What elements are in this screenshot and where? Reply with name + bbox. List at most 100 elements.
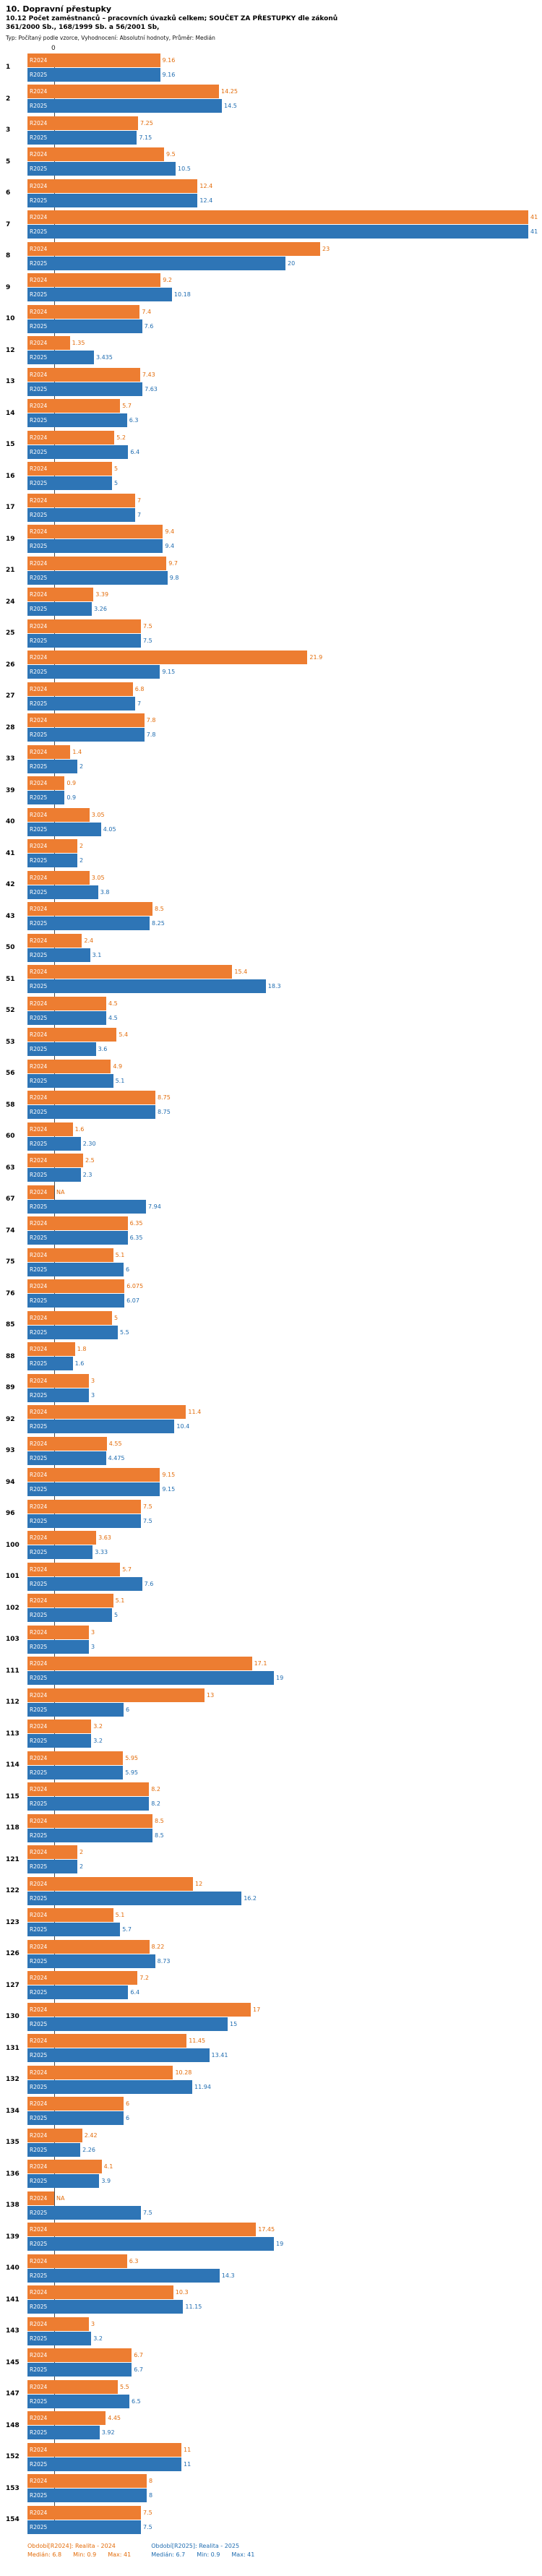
bar-r2025[interactable]	[54, 2048, 210, 2063]
bar-r2024[interactable]	[54, 2128, 82, 2142]
bar-r2024[interactable]	[54, 2254, 127, 2268]
bar-r2024[interactable]	[54, 2034, 187, 2048]
bar-r2025[interactable]	[54, 2079, 193, 2094]
bar-r2025[interactable]	[54, 2142, 81, 2157]
bar-r2025[interactable]	[54, 2520, 141, 2534]
bar-r2024[interactable]	[54, 1939, 150, 1954]
bar-r2025[interactable]	[54, 854, 77, 868]
bar-r2025[interactable]	[54, 2205, 141, 2220]
bar-r2025[interactable]	[54, 759, 77, 773]
bar-r2024[interactable]	[54, 807, 90, 822]
bar-r2025[interactable]	[54, 1482, 160, 1497]
bar-r2025[interactable]	[54, 1702, 124, 1717]
bar-r2025[interactable]	[54, 570, 168, 585]
bar-r2025[interactable]	[54, 1073, 113, 1088]
bar-r2025[interactable]	[54, 2268, 220, 2283]
bar-r2025[interactable]	[54, 2174, 100, 2189]
bar-r2025[interactable]	[54, 67, 160, 82]
bar-r2024[interactable]	[54, 1813, 152, 1828]
bar-r2024[interactable]	[54, 1688, 205, 1702]
bar-r2025[interactable]	[54, 2394, 129, 2408]
bar-r2025[interactable]	[54, 696, 135, 710]
bar-r2025[interactable]	[54, 665, 160, 679]
bar-r2025[interactable]	[54, 2237, 274, 2251]
bar-r2024[interactable]	[54, 2097, 124, 2111]
bar-r2024[interactable]	[54, 2065, 173, 2079]
bar-r2024[interactable]	[54, 2317, 89, 2331]
bar-r2024[interactable]	[54, 1876, 193, 1891]
bar-r2025[interactable]	[54, 319, 142, 333]
bar-r2024[interactable]	[54, 53, 160, 67]
bar-r2024[interactable]	[54, 1594, 113, 1608]
bar-r2025[interactable]	[54, 507, 135, 522]
bar-r2024[interactable]	[54, 870, 90, 885]
bar-r2025[interactable]	[54, 1357, 73, 1371]
bar-r2025[interactable]	[54, 1231, 128, 1245]
bar-r2025[interactable]	[54, 539, 163, 554]
bar-r2025[interactable]	[54, 885, 98, 899]
bar-r2024[interactable]	[54, 304, 140, 319]
bar-r2024[interactable]	[54, 2160, 102, 2174]
bar-r2025[interactable]	[54, 2457, 181, 2471]
bar-r2025[interactable]	[54, 413, 127, 428]
bar-r2024[interactable]	[54, 1248, 113, 1262]
bar-r2025[interactable]	[54, 633, 141, 648]
bar-r2025[interactable]	[54, 445, 129, 459]
bar-r2024[interactable]	[54, 241, 320, 256]
bar-r2025[interactable]	[54, 1765, 124, 1779]
bar-r2024[interactable]	[54, 2379, 118, 2394]
bar-r2025[interactable]	[54, 1136, 81, 1151]
bar-r2024[interactable]	[54, 2223, 257, 2237]
bar-r2024[interactable]	[54, 2285, 173, 2300]
bar-r2024[interactable]	[54, 713, 145, 728]
bar-r2024[interactable]	[54, 1059, 111, 1073]
bar-r2025[interactable]	[54, 1828, 152, 1842]
bar-r2025[interactable]	[54, 1860, 77, 1874]
bar-r2025[interactable]	[54, 822, 101, 836]
bar-r2024[interactable]	[54, 525, 163, 539]
bar-r2025[interactable]	[54, 1199, 147, 1214]
bar-r2024[interactable]	[54, 839, 77, 854]
bar-r2025[interactable]	[54, 382, 143, 396]
bar-r2025[interactable]	[54, 162, 176, 176]
bar-r2025[interactable]	[54, 1797, 150, 1811]
bar-r2025[interactable]	[54, 1262, 124, 1276]
bar-r2024[interactable]	[54, 776, 65, 791]
bar-r2024[interactable]	[54, 1845, 77, 1860]
bar-r2025[interactable]	[54, 916, 150, 931]
bar-r2025[interactable]	[54, 1451, 106, 1465]
bar-r2025[interactable]	[54, 1294, 125, 1308]
bar-r2024[interactable]	[54, 367, 140, 382]
bar-r2024[interactable]	[54, 1436, 107, 1451]
bar-r2025[interactable]	[54, 351, 94, 365]
bar-r2025[interactable]	[54, 256, 285, 270]
bar-r2024[interactable]	[54, 116, 138, 130]
bar-r2025[interactable]	[54, 2111, 124, 2126]
bar-r2025[interactable]	[54, 728, 145, 742]
bar-r2025[interactable]	[54, 1420, 175, 1434]
bar-r2024[interactable]	[54, 1122, 73, 1136]
bar-r2024[interactable]	[54, 1625, 89, 1639]
bar-r2024[interactable]	[54, 1154, 83, 1168]
bar-r2024[interactable]	[54, 1216, 128, 1231]
bar-r2025[interactable]	[54, 1671, 274, 1686]
bar-r2025[interactable]	[54, 1891, 242, 1905]
bar-r2025[interactable]	[54, 2017, 228, 2031]
bar-r2024[interactable]	[54, 1531, 97, 1545]
bar-r2024[interactable]	[54, 682, 133, 696]
bar-r2024[interactable]	[54, 996, 106, 1010]
bar-r2024[interactable]	[54, 556, 167, 570]
bar-r2024[interactable]	[54, 1373, 89, 1388]
bar-r2025[interactable]	[54, 1576, 142, 1591]
bar-r2025[interactable]	[54, 2331, 92, 2345]
bar-r2024[interactable]	[54, 1971, 138, 1985]
bar-r2024[interactable]	[54, 1562, 121, 1576]
bar-r2024[interactable]	[54, 651, 308, 665]
bar-r2024[interactable]	[54, 1028, 117, 1042]
bar-r2024[interactable]	[54, 933, 82, 948]
bar-r2025[interactable]	[54, 1388, 89, 1402]
bar-r2025[interactable]	[54, 1923, 121, 1937]
bar-r2025[interactable]	[54, 948, 90, 962]
bar-r2024[interactable]	[54, 399, 121, 413]
bar-r2025[interactable]	[54, 225, 528, 239]
